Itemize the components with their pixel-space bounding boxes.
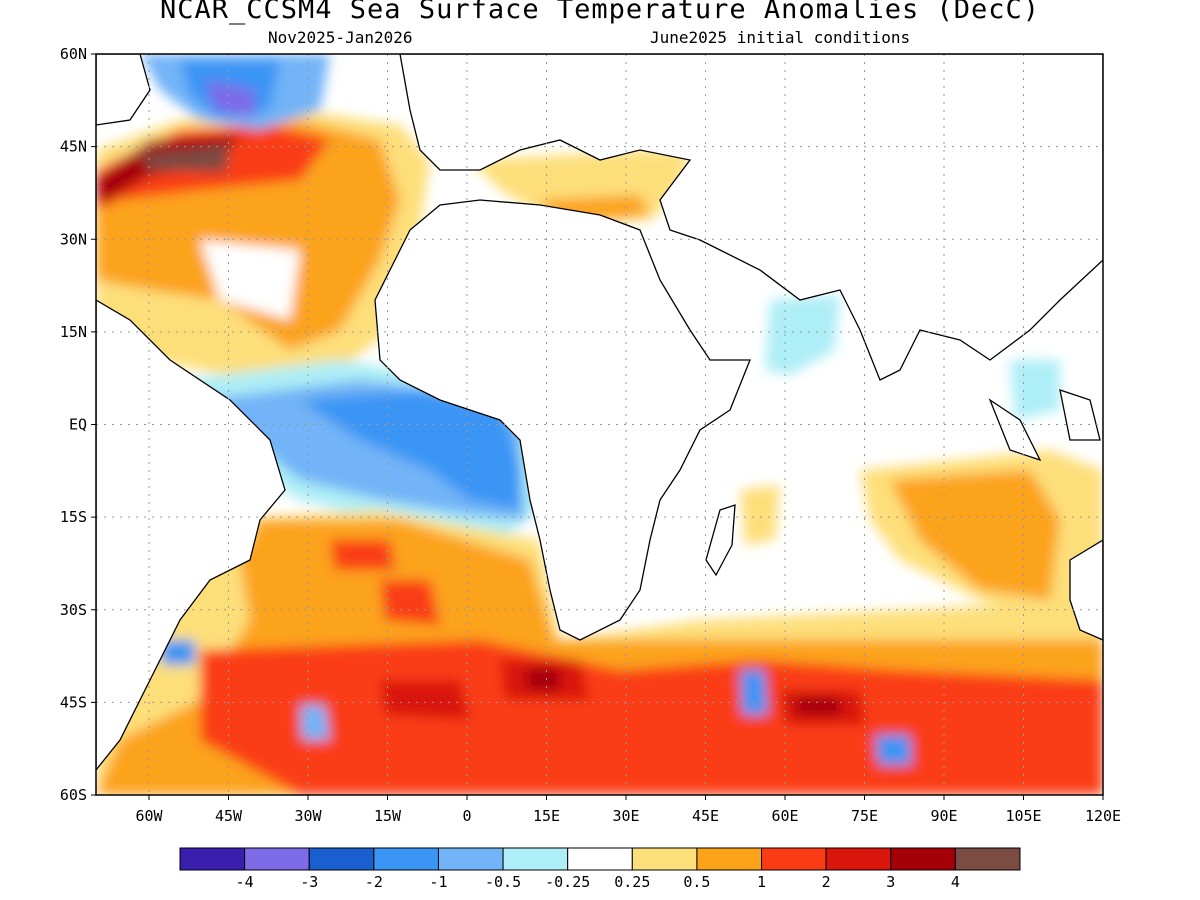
- colorbar-swatch: [696, 847, 763, 871]
- colorbar-swatch: [308, 847, 375, 871]
- colorbar-swatch: [954, 847, 1021, 871]
- sst-anomaly-map: 60N 45N 30N 15N EQ 15S 30S 45S 60S 60W 45W 30W 15W 0 1…: [60, 45, 1121, 825]
- colorbar-label: 4: [951, 873, 960, 891]
- lon-tick-label: 45W: [215, 807, 243, 825]
- lon-tick-label: 30E: [612, 807, 639, 825]
- colorbar-label: 1: [757, 873, 766, 891]
- lat-tick-label: 15S: [60, 508, 87, 526]
- colorbar-label: 0.25: [614, 873, 650, 891]
- colorbar-swatch: [437, 847, 504, 871]
- lon-tick-label: 15W: [374, 807, 402, 825]
- lon-tick-label: 60W: [135, 807, 163, 825]
- colorbar-label: -2: [365, 873, 383, 891]
- anomaly-field: [96, 54, 1103, 795]
- colorbar-label: 3: [886, 873, 895, 891]
- colorbar-swatch: [373, 847, 439, 871]
- lat-tick-label: 30N: [60, 230, 87, 248]
- lat-tick-label: 15N: [60, 323, 87, 341]
- map-gridlines: [96, 54, 1103, 795]
- forecast-period: Nov2025-Jan2026: [268, 28, 413, 47]
- colorbar-swatch: [631, 847, 698, 871]
- colorbar-swatch: [244, 847, 310, 871]
- colorbar-label: -0.25: [545, 873, 590, 891]
- colorbar-swatch: [825, 847, 892, 871]
- colorbar-swatch: [761, 847, 827, 871]
- initial-conditions-label: June2025 initial conditions: [650, 28, 911, 47]
- lon-tick-label: 90E: [930, 807, 957, 825]
- colorbar-label: -4: [236, 873, 254, 891]
- lat-tick-label: EQ: [69, 416, 87, 434]
- lon-tick-label: 120E: [1085, 807, 1121, 825]
- lon-tick-label: 105E: [1005, 807, 1041, 825]
- lon-tick-label: 75E: [851, 807, 878, 825]
- lon-tick-label: 15E: [533, 807, 560, 825]
- colorbar-swatch: [179, 847, 246, 871]
- colorbar-swatch: [502, 847, 569, 871]
- lat-tick-label: 60N: [60, 45, 87, 63]
- lat-tick-label: 45N: [60, 138, 87, 156]
- colorbar-label: 0.5: [683, 873, 710, 891]
- lat-tick-label: 60S: [60, 786, 87, 804]
- colorbar-swatch: [567, 847, 633, 871]
- lon-tick-label: 60E: [771, 807, 798, 825]
- map-title: NCAR_CCSM4 Sea Surface Temperature Anoma…: [159, 0, 1041, 25]
- colorbar-label: 2: [822, 873, 831, 891]
- colorbar-label: -1: [429, 873, 447, 891]
- colorbar-label: -0.5: [485, 873, 521, 891]
- colorbar-label: -3: [300, 873, 318, 891]
- land-outlines: [96, 54, 1103, 772]
- lon-tick-label: 30W: [294, 807, 322, 825]
- lat-tick-label: 30S: [60, 601, 87, 619]
- lon-tick-label: 45E: [692, 807, 719, 825]
- lon-tick-label: 0: [462, 807, 471, 825]
- colorbar-swatch: [890, 847, 956, 871]
- lat-tick-label: 45S: [60, 693, 87, 711]
